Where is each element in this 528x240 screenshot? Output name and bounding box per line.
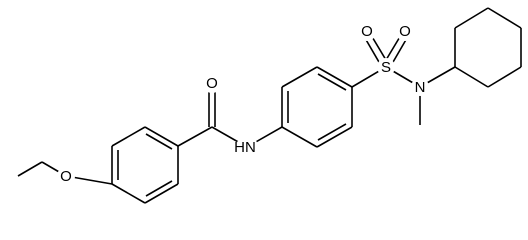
structure-diagram: O HN O S O O N [17, 7, 522, 204]
bonds [17, 7, 522, 204]
atom-label: O [206, 75, 218, 92]
atom-label: S [381, 59, 391, 76]
atom-label: N [415, 79, 426, 96]
atom-label: HN [234, 139, 256, 156]
atom-label: O [361, 23, 373, 40]
atom-label: O [60, 168, 72, 185]
atom-label: O [399, 23, 411, 40]
atom-labels: O HN O S O O N [57, 23, 429, 185]
